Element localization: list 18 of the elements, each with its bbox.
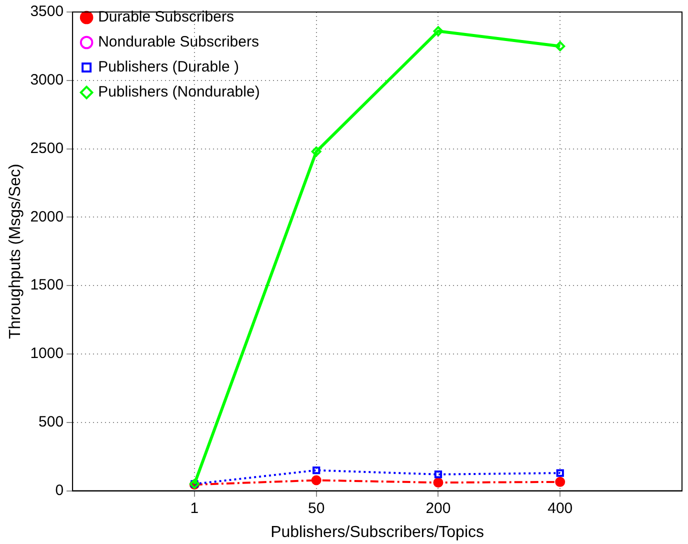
y-tick-label: 3000 [30,72,64,89]
y-tick-label: 0 [55,482,64,499]
y-tick-label: 3500 [30,3,64,20]
legend-label: Nondurable Subscribers [98,34,259,51]
x-tick-label: 50 [308,500,325,517]
y-tick-label: 2500 [30,140,64,157]
y-tick-label: 500 [38,414,64,431]
legend-label: Publishers (Durable ) [98,58,239,76]
x-tick-label: 200 [426,500,451,517]
legend-label: Publishers (Nondurable) [98,84,260,101]
y-axis-title: Throughputs (Msgs/Sec) [7,164,24,339]
y-tick-label: 1000 [30,345,64,362]
y-tick-label: 2000 [30,208,64,226]
x-axis-title: Publishers/Subscribers/Topics [270,524,484,541]
x-tick-label: 1 [190,500,199,517]
y-tick-label: 1500 [30,276,64,294]
x-tick-label: 400 [548,500,573,517]
legend-label: Durable Subscribers [98,8,234,26]
